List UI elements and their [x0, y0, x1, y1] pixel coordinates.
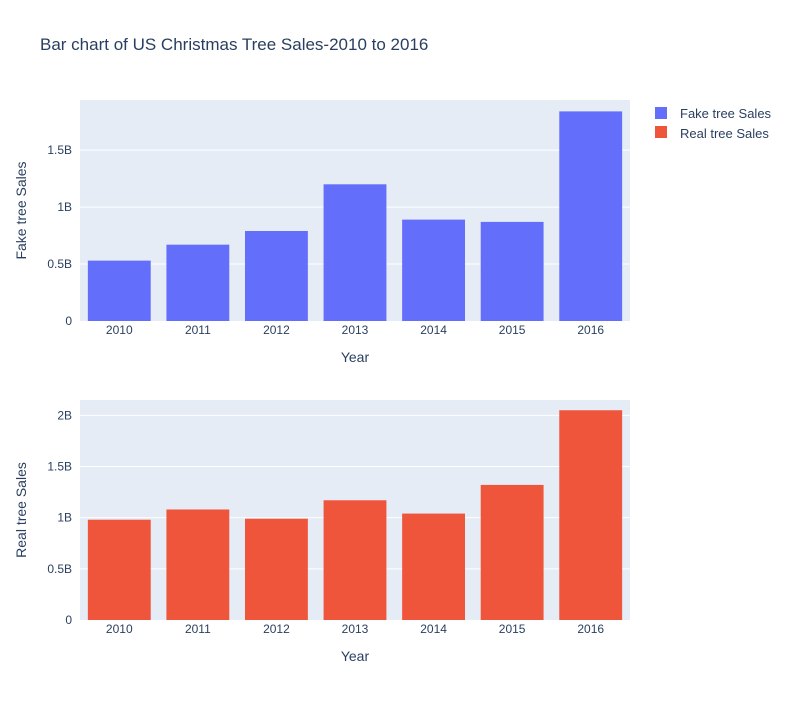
fake-bar-2016[interactable]: [559, 111, 623, 321]
real-xtick-label: 2013: [342, 622, 369, 636]
real-xtick-label: 2014: [420, 622, 447, 636]
real-bar-2010[interactable]: [87, 519, 151, 620]
real-bar-2015[interactable]: [480, 484, 544, 620]
fake-tree-subplot: 0 0.5B 1B 1.5B 2010 2011 2012 2013 2014 2015 2016 Y…: [13, 100, 630, 365]
fake-xtick-label: 2016: [577, 323, 604, 337]
fake-ytick-label: 0: [65, 314, 72, 328]
real-ytick-label: 1.5B: [47, 460, 72, 474]
fake-bar-2014[interactable]: [402, 219, 465, 321]
fake-y-axis-title: Fake tree Sales: [13, 161, 29, 259]
legend-swatch-real: [655, 126, 667, 138]
fake-xtick-label: 2013: [342, 323, 369, 337]
legend-swatch-fake: [655, 107, 667, 119]
legend-label-fake: Fake tree Sales: [680, 106, 772, 121]
fake-bar-2011[interactable]: [166, 244, 230, 321]
fake-bar-2015[interactable]: [480, 221, 544, 321]
fake-xtick-label: 2015: [499, 323, 526, 337]
fake-ytick-label: 0.5B: [47, 257, 72, 271]
real-ytick-label: 2B: [57, 408, 72, 422]
real-bar-2012[interactable]: [245, 518, 308, 620]
real-x-axis-title: Year: [341, 648, 370, 664]
real-xtick-label: 2016: [577, 622, 604, 636]
fake-bar-2010[interactable]: [87, 260, 151, 321]
chart-title: Bar chart of US Christmas Tree Sales-201…: [40, 35, 428, 54]
fake-ytick-label: 1B: [57, 200, 72, 214]
legend-label-real: Real tree Sales: [680, 126, 769, 141]
fake-xtick-label: 2012: [263, 323, 290, 337]
real-xtick-label: 2011: [185, 622, 211, 636]
real-xtick-label: 2015: [499, 622, 526, 636]
real-bar-2013[interactable]: [323, 500, 387, 620]
fake-ytick-label: 1.5B: [47, 143, 72, 157]
fake-x-axis-title: Year: [341, 349, 370, 365]
real-ytick-label: 0.5B: [47, 562, 72, 576]
real-ytick-label: 1B: [57, 511, 72, 525]
fake-xtick-label: 2011: [185, 323, 211, 337]
real-xtick-label: 2012: [263, 622, 290, 636]
real-bar-2016[interactable]: [559, 410, 623, 620]
fake-bar-2012[interactable]: [245, 231, 308, 321]
fake-xtick-label: 2010: [106, 323, 133, 337]
legend[interactable]: Fake tree Sales Real tree Sales: [655, 106, 772, 141]
fake-xtick-label: 2014: [420, 323, 447, 337]
fake-bar-2013[interactable]: [323, 184, 387, 321]
real-bar-2011[interactable]: [166, 509, 230, 620]
real-xtick-label: 2010: [106, 622, 133, 636]
legend-item-real[interactable]: Real tree Sales: [655, 126, 769, 141]
real-bar-2014[interactable]: [402, 513, 465, 620]
legend-item-fake[interactable]: Fake tree Sales: [655, 106, 772, 121]
real-tree-subplot: 0 0.5B 1B 1.5B 2B 2010 2011 2012 2013 2014 2015 201…: [13, 400, 630, 664]
real-y-axis-title: Real tree Sales: [13, 462, 29, 558]
real-ytick-label: 0: [65, 613, 72, 627]
